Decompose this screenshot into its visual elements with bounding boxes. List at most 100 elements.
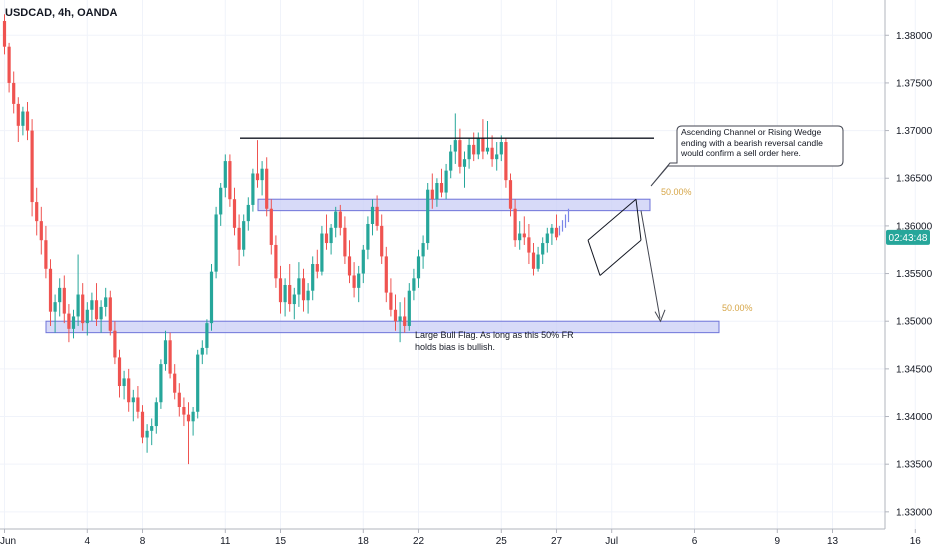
candle-body[interactable] bbox=[127, 378, 131, 403]
projection-arrow-line[interactable] bbox=[640, 210, 661, 319]
candle-body[interactable] bbox=[173, 373, 177, 393]
candle-body[interactable] bbox=[361, 249, 365, 274]
candle-body[interactable] bbox=[522, 233, 526, 238]
wedge-upper-line[interactable] bbox=[587, 198, 637, 241]
candle-body[interactable] bbox=[453, 140, 457, 152]
candle-body[interactable] bbox=[186, 414, 191, 422]
candle-body[interactable] bbox=[481, 138, 485, 152]
candle-body[interactable] bbox=[426, 189, 430, 244]
candle-body[interactable] bbox=[209, 271, 214, 324]
candle-body[interactable] bbox=[403, 316, 407, 326]
candle-body[interactable] bbox=[223, 161, 227, 188]
candle-body[interactable] bbox=[518, 233, 522, 241]
candle-body[interactable] bbox=[545, 233, 549, 244]
candle-body[interactable] bbox=[550, 227, 554, 234]
candle-body[interactable] bbox=[30, 130, 34, 203]
candle-body[interactable] bbox=[145, 430, 149, 438]
candle-body[interactable] bbox=[255, 173, 260, 181]
candle-body[interactable] bbox=[380, 225, 384, 257]
candle-body[interactable] bbox=[352, 275, 356, 288]
candle-body[interactable] bbox=[25, 111, 30, 131]
candle-body[interactable] bbox=[301, 278, 306, 301]
candle-body[interactable] bbox=[329, 227, 333, 244]
candle-layer[interactable] bbox=[2, 14, 559, 465]
candle-body[interactable] bbox=[513, 208, 517, 241]
candle-body[interactable] bbox=[163, 340, 168, 365]
candle-body[interactable] bbox=[99, 306, 103, 320]
candle-body[interactable] bbox=[495, 154, 499, 160]
candle-body[interactable] bbox=[324, 233, 329, 244]
candle-body[interactable] bbox=[76, 294, 80, 317]
candle-body[interactable] bbox=[430, 189, 434, 200]
candle-body[interactable] bbox=[315, 264, 319, 272]
candle-body[interactable] bbox=[508, 180, 513, 209]
candle-body[interactable] bbox=[366, 223, 370, 250]
candle-body[interactable] bbox=[490, 147, 494, 160]
candle-body[interactable] bbox=[16, 103, 20, 126]
candle-body[interactable] bbox=[131, 397, 135, 403]
candle-body[interactable] bbox=[458, 140, 462, 167]
candle-body[interactable] bbox=[292, 294, 296, 305]
wedge-lower-line[interactable] bbox=[599, 239, 642, 276]
candle-body[interactable] bbox=[467, 144, 471, 160]
candle-body[interactable] bbox=[200, 347, 204, 355]
candle-body[interactable] bbox=[357, 273, 361, 288]
candle-body[interactable] bbox=[108, 297, 112, 331]
candle-body[interactable] bbox=[205, 323, 209, 348]
candle-body[interactable] bbox=[265, 168, 269, 209]
candle-body[interactable] bbox=[260, 168, 264, 181]
candle-body[interactable] bbox=[2, 20, 7, 47]
candle-body[interactable] bbox=[334, 211, 338, 228]
candle-body[interactable] bbox=[499, 142, 503, 155]
candle-body[interactable] bbox=[219, 187, 223, 215]
candle-body[interactable] bbox=[104, 297, 108, 307]
candle-body[interactable] bbox=[504, 142, 508, 181]
candle-body[interactable] bbox=[7, 46, 11, 83]
candle-body[interactable] bbox=[191, 411, 195, 422]
wedge-right-edge[interactable] bbox=[635, 199, 642, 241]
candle-body[interactable] bbox=[196, 354, 200, 412]
candle-body[interactable] bbox=[81, 294, 85, 324]
candle-body[interactable] bbox=[246, 204, 250, 222]
candle-body[interactable] bbox=[48, 268, 53, 312]
candle-body[interactable] bbox=[168, 340, 172, 374]
candle-body[interactable] bbox=[159, 364, 163, 403]
callout-box[interactable]: Ascending Channel or Rising Wedge ending… bbox=[650, 125, 844, 187]
candle-body[interactable] bbox=[297, 278, 301, 295]
candle-body[interactable] bbox=[44, 240, 48, 269]
candle-body[interactable] bbox=[140, 411, 145, 438]
price-axis[interactable]: 1.33000 1.33500 1.34000 1.34500 1.35000 1.355… bbox=[885, 31, 932, 519]
candle-body[interactable] bbox=[58, 287, 62, 303]
candle-body[interactable] bbox=[311, 264, 315, 291]
candle-body[interactable] bbox=[389, 292, 393, 310]
candle-body[interactable] bbox=[485, 147, 490, 152]
candle-body[interactable] bbox=[67, 313, 71, 329]
candle-body[interactable] bbox=[62, 287, 66, 314]
candle-body[interactable] bbox=[347, 256, 352, 276]
candle-body[interactable] bbox=[536, 254, 540, 269]
candle-body[interactable] bbox=[370, 206, 375, 224]
candle-body[interactable] bbox=[462, 159, 467, 167]
candle-body[interactable] bbox=[531, 252, 536, 269]
candle-body[interactable] bbox=[407, 290, 411, 326]
candle-body[interactable] bbox=[177, 392, 181, 407]
candle-body[interactable] bbox=[214, 214, 218, 272]
candle-body[interactable] bbox=[182, 406, 186, 415]
candle-body[interactable] bbox=[421, 243, 425, 257]
candle-body[interactable] bbox=[85, 309, 89, 324]
candle-body[interactable] bbox=[375, 206, 379, 226]
candle-body[interactable] bbox=[21, 111, 25, 126]
candle-body[interactable] bbox=[338, 211, 342, 228]
candle-body[interactable] bbox=[136, 397, 140, 412]
candle-body[interactable] bbox=[274, 244, 278, 279]
candle-body[interactable] bbox=[237, 227, 241, 250]
candle-body[interactable] bbox=[476, 138, 480, 155]
candle-body[interactable] bbox=[435, 183, 439, 200]
candle-body[interactable] bbox=[53, 302, 57, 312]
candle-body[interactable] bbox=[150, 426, 154, 431]
wedge-left-edge[interactable] bbox=[587, 240, 601, 276]
candle-body[interactable] bbox=[393, 309, 398, 322]
candle-body[interactable] bbox=[449, 151, 453, 171]
